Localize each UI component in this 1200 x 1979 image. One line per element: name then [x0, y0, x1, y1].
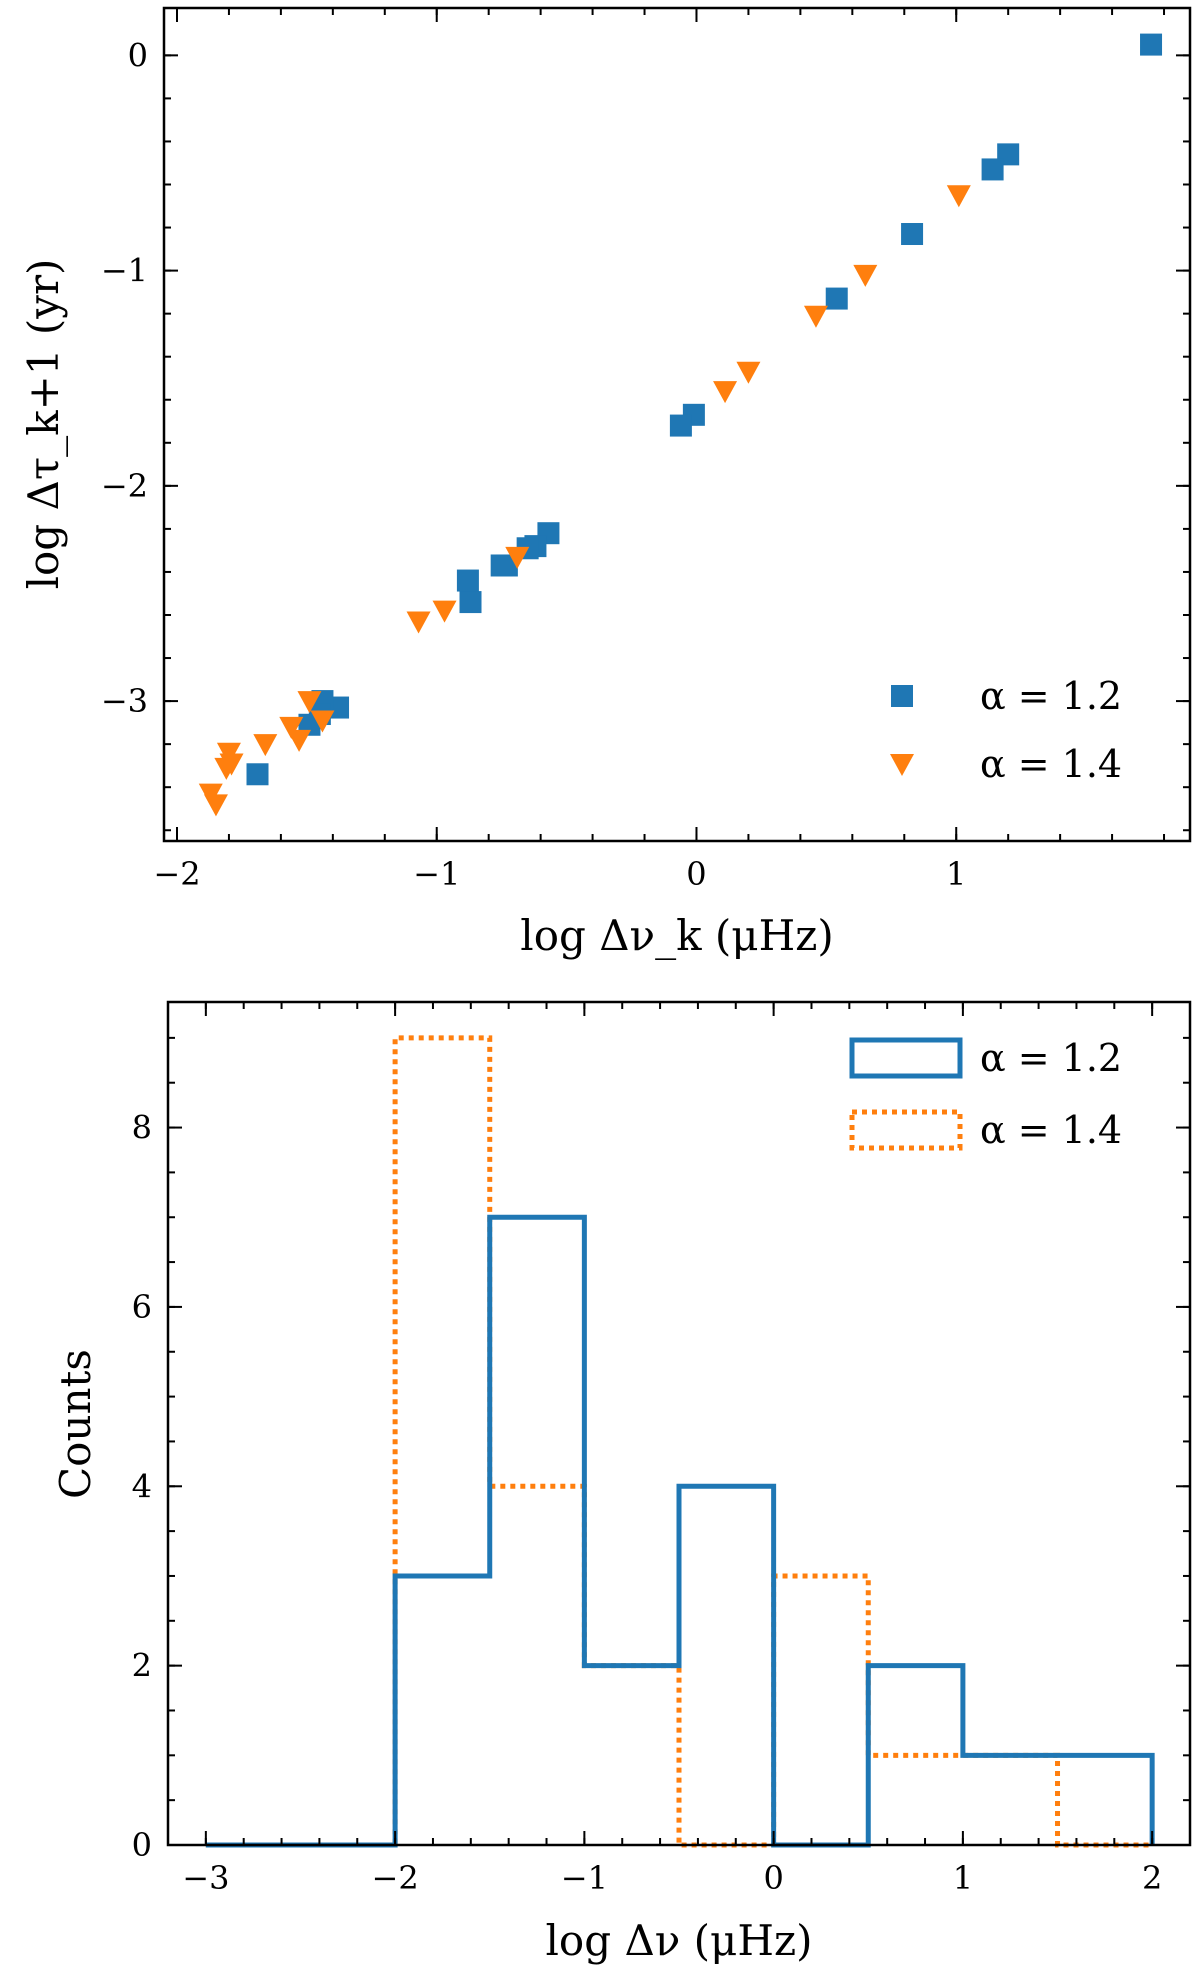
- scatter-legend-marker-0: [891, 685, 913, 707]
- scatter-marks: [198, 33, 1163, 817]
- scatter-point-1-14: [216, 742, 241, 765]
- scatter-point-1-6: [432, 600, 457, 623]
- scatter-ytick-label: 0: [128, 36, 148, 74]
- histogram-xtick-label: 0: [763, 1859, 783, 1897]
- histogram-ytick-label: 0: [132, 1826, 152, 1864]
- histogram-legend-marker-0: [849, 1037, 963, 1079]
- histogram-marks: [205, 1035, 1155, 1848]
- scatter-point-0-18: [246, 763, 269, 786]
- scatter-point-0-0: [1140, 33, 1163, 56]
- scatter-point-1-15: [214, 757, 239, 780]
- scatter-point-1-2: [803, 305, 828, 328]
- scatter-point-0-6: [669, 414, 692, 437]
- scatter-point-1-3: [736, 361, 761, 384]
- scatter-xtick-label: −2: [153, 855, 200, 893]
- histogram-xtick-label: −1: [561, 1859, 608, 1897]
- histogram-frame: [166, 1000, 1192, 1847]
- scatter-point-1-7: [406, 611, 431, 634]
- scatter-frame: [162, 6, 1192, 843]
- histogram-xtick-label: 2: [1142, 1859, 1162, 1897]
- histogram-ytick-label: 8: [132, 1109, 152, 1147]
- scatter-legend: α = 1.2 α = 1.4: [890, 674, 1122, 786]
- scatter-legend-marker-1: [890, 754, 914, 776]
- scatter-point-0-11: [490, 554, 513, 577]
- scatter-point-1-11: [279, 716, 304, 739]
- scatter-xtick-label: −1: [413, 855, 460, 893]
- scatter-ytick-label: −2: [101, 467, 148, 505]
- scatter-point-0-4: [825, 287, 848, 310]
- scatter-panel: −2 −1 0 1 −3 −2 −1 0 α = 1.2 α = 1.4 log Δν_k (μ…: [19, 6, 1192, 960]
- scatter-ytick-label: −3: [101, 682, 148, 720]
- scatter-ytick-label: −1: [101, 252, 148, 290]
- histogram-ytick-label: 4: [132, 1467, 152, 1505]
- scatter-point-1-12: [253, 734, 278, 757]
- histogram-legend-label-1: α = 1.4: [980, 1108, 1122, 1152]
- histogram-ytick-label: 2: [132, 1647, 152, 1685]
- scatter-legend-label-0: α = 1.2: [980, 674, 1122, 718]
- scatter-y-axis-label: log Δτ_k+1 (yr): [19, 259, 68, 590]
- histogram-y-axis-label: Counts: [51, 1349, 100, 1499]
- histogram-step-0: [205, 1214, 1155, 1848]
- histogram-x-axis-label: log Δν (μHz): [546, 1916, 813, 1965]
- scatter-point-0-2: [981, 158, 1004, 181]
- histogram-xtick-label: −2: [372, 1859, 419, 1897]
- scatter-point-0-13: [459, 591, 482, 614]
- histogram-legend-marker-1: [849, 1109, 963, 1151]
- histogram-legend: α = 1.2 α = 1.4: [849, 1036, 1122, 1152]
- histogram-xtick-label: −3: [182, 1859, 229, 1897]
- scatter-point-1-4: [713, 381, 738, 404]
- histogram-legend-label-0: α = 1.2: [980, 1036, 1122, 1080]
- histogram-step-1: [205, 1035, 1153, 1848]
- scatter-point-0-3: [901, 223, 924, 246]
- histogram-xtick-label: 1: [953, 1859, 973, 1897]
- scatter-xtick-label: 0: [686, 855, 706, 893]
- scatter-point-1-5: [505, 546, 530, 569]
- scatter-x-axis-label: log Δν_k (μHz): [520, 911, 833, 960]
- scatter-point-1-17: [198, 783, 223, 806]
- scatter-point-1-0: [946, 185, 971, 208]
- scatter-point-1-1: [853, 264, 878, 287]
- histogram-ytick-label: 6: [132, 1288, 152, 1326]
- scatter-point-1-8: [310, 710, 335, 733]
- scatter-point-1-9: [297, 691, 322, 714]
- scatter-xtick-label: 1: [946, 855, 966, 893]
- scatter-legend-label-1: α = 1.4: [980, 742, 1122, 786]
- scatter-point-0-12: [456, 569, 479, 592]
- histogram-panel: −3 −2 −1 0 1 2 0 2 4 6 8 α = 1.2 α = 1.4 log Δν (μH…: [51, 1000, 1192, 1965]
